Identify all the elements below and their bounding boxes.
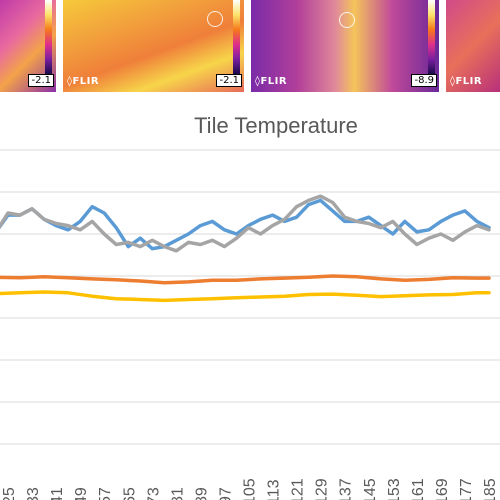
thermal-scale-value: -2.1 xyxy=(216,74,242,87)
thermal-scale-value: -8.9 xyxy=(411,74,437,87)
x-tick-label: 129 xyxy=(314,478,331,500)
x-tick-label: 113 xyxy=(266,479,283,500)
crosshair-icon xyxy=(339,12,355,28)
flir-logo: ◊FLIR xyxy=(450,76,483,87)
x-tick-label: 97 xyxy=(217,487,234,500)
x-tick-label: 73 xyxy=(145,487,162,500)
series-line-3 xyxy=(0,274,491,285)
thermal-image-3: -8.9 ◊FLIR xyxy=(251,0,439,92)
series-line-2 xyxy=(0,194,491,253)
x-tick-label: 145 xyxy=(362,478,379,500)
thermal-image-2: -2.1 ◊FLIR xyxy=(63,0,244,92)
x-axis-tick-labels: 25 33 41 49 57 65 73 81 89 97 105 113 121 129 137 145 15… xyxy=(1,478,499,500)
x-tick-label: 57 xyxy=(97,487,114,500)
x-tick-label: 33 xyxy=(25,487,42,500)
flir-logo: ◊FLIR xyxy=(255,76,288,87)
chart-title: Tile Temperature xyxy=(194,113,358,138)
x-tick-label: 169 xyxy=(434,478,451,500)
thermal-image-1: -2.1 xyxy=(0,0,56,92)
series-line-1 xyxy=(0,198,491,251)
thermal-scale-bar xyxy=(45,0,52,74)
x-tick-label: 41 xyxy=(49,487,66,500)
flir-logo: ◊FLIR xyxy=(67,76,100,87)
thermal-scale-value: -2.1 xyxy=(28,74,54,87)
gridlines xyxy=(0,149,500,445)
x-tick-label: 177 xyxy=(458,478,475,500)
x-tick-label: 65 xyxy=(121,487,138,500)
x-tick-label: 105 xyxy=(242,478,259,500)
crosshair-icon xyxy=(207,11,223,27)
x-tick-label: 81 xyxy=(169,487,186,500)
x-tick-label: 121 xyxy=(290,478,307,500)
x-tick-label: 185 xyxy=(482,478,499,500)
thermal-scale-bar xyxy=(233,0,240,74)
thermal-image-strip: -2.1 -2.1 ◊FLIR -8.9 ◊FLIR ◊FLIR xyxy=(0,0,500,92)
series-lines xyxy=(0,194,491,303)
x-tick-label: 137 xyxy=(338,478,355,500)
x-tick-label: 25 xyxy=(1,487,18,500)
thermal-image-4: ◊FLIR xyxy=(446,0,500,92)
x-tick-label: 153 xyxy=(386,478,403,500)
x-tick-label: 161 xyxy=(410,478,427,500)
x-tick-label: 89 xyxy=(193,487,210,500)
series-line-4 xyxy=(0,290,491,303)
thermal-scale-bar xyxy=(428,0,435,74)
x-tick-label: 49 xyxy=(73,487,90,500)
